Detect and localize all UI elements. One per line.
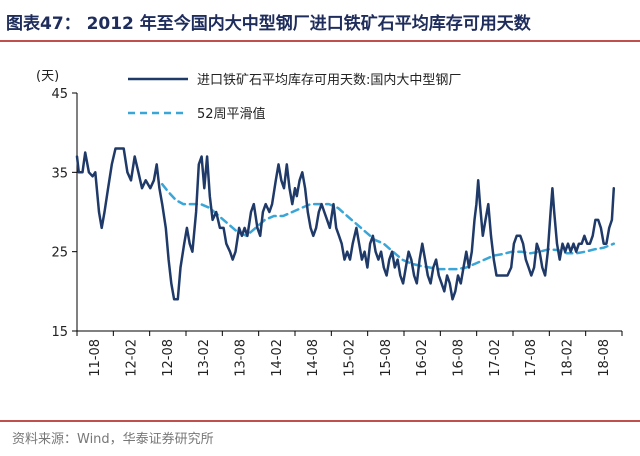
legend-label-52w-smoothed: 52周平滑值: [197, 106, 266, 122]
series-line-inventory-days: [75, 147, 616, 301]
chart-title: 图表47： 2012 年至今国内大中型钢厂进口铁矿石平均库存可用天数: [6, 14, 531, 34]
y-tick-label: 15: [51, 325, 68, 340]
x-tick-label: 16-02: [415, 339, 430, 377]
y-axis-label: (天): [36, 69, 59, 84]
x-tick-label: 14-08: [306, 339, 321, 377]
x-tick-label: 12-02: [125, 339, 140, 377]
x-tick-label: 13-08: [234, 339, 249, 377]
chart-series-group: [75, 147, 616, 301]
legend-label-inventory-days: 进口铁矿石平均库存可用天数:国内大中型钢厂: [197, 72, 461, 88]
x-tick-label: 16-08: [452, 339, 467, 377]
x-tick-label: 14-02: [270, 339, 285, 377]
y-tick-label: 35: [51, 166, 68, 181]
x-tick-label: 18-02: [561, 339, 576, 377]
y-tick-label: 45: [51, 87, 68, 102]
x-tick-label: 17-08: [524, 339, 539, 377]
x-tick-label: 11-08: [88, 339, 103, 377]
chart-legend: 进口铁矿石平均库存可用天数:国内大中型钢厂 52周平滑值: [128, 72, 461, 122]
x-tick-label: 18-08: [597, 339, 612, 377]
x-tick-label: 13-02: [197, 339, 212, 377]
y-tick-label: 25: [51, 246, 68, 261]
x-tick-label: 15-08: [379, 339, 394, 377]
x-tick-label: 15-02: [343, 339, 358, 377]
title-divider: [0, 40, 640, 42]
footer-divider: [0, 420, 640, 422]
x-tick-label: 17-02: [488, 339, 503, 377]
x-tick-label: 12-08: [161, 339, 176, 377]
chart-axes: 45 35 25 15 (天) 11-08 12-02 12-08 13-02 13-08 14-0…: [36, 69, 623, 377]
source-note: 资料来源：Wind，华泰证券研究所: [12, 432, 214, 447]
